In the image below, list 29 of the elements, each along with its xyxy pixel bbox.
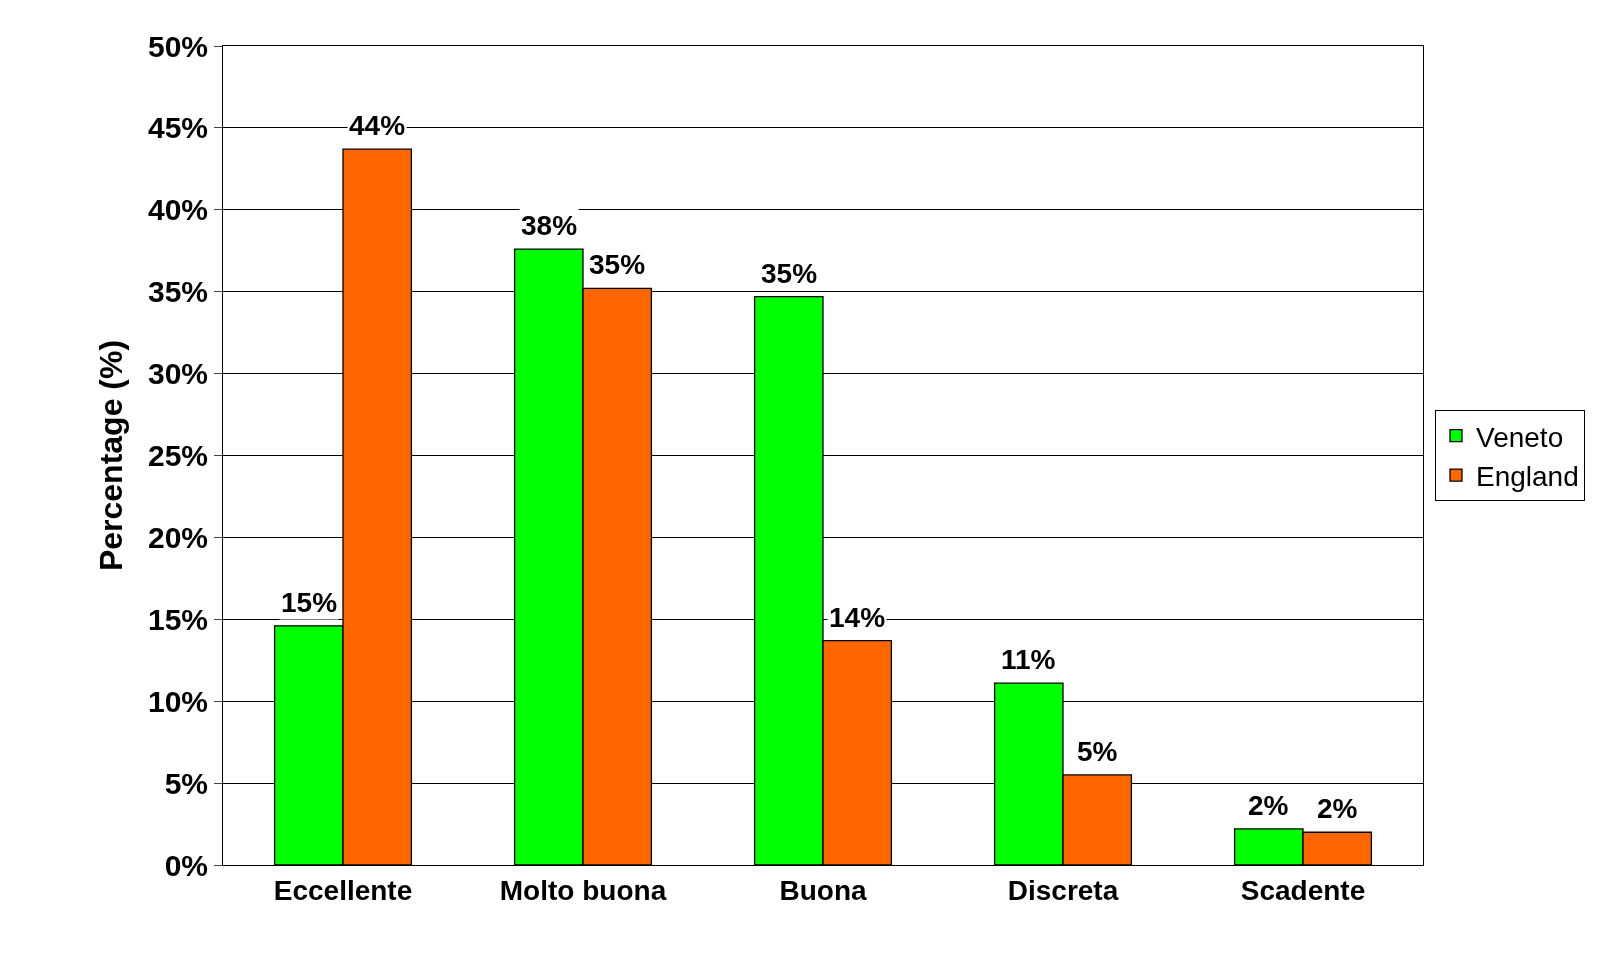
x-tick-label: Discreta — [1007, 874, 1119, 906]
y-tick-label: 5% — [164, 766, 208, 800]
data-label: 35% — [589, 249, 646, 280]
y-axis-title: Percentage (%) — [93, 339, 130, 572]
data-label: 2% — [1248, 790, 1289, 821]
data-label: 38% — [521, 210, 578, 241]
y-tick-label: 10% — [147, 684, 208, 718]
legend-label: Veneto — [1476, 421, 1564, 453]
y-tick-label: 30% — [147, 357, 208, 391]
data-label: 2% — [1317, 793, 1358, 824]
data-label: 5% — [1077, 736, 1118, 767]
data-label: 35% — [761, 258, 818, 289]
x-tick-label: Eccellente — [273, 874, 413, 906]
y-tick-label: 0% — [164, 848, 208, 882]
data-label: 11% — [1001, 644, 1056, 675]
data-label: 14% — [829, 602, 886, 633]
y-tick-label: 40% — [147, 193, 208, 227]
x-tick-label: Molto buona — [499, 874, 667, 906]
y-tick-label: 20% — [147, 520, 208, 554]
data-label: 44% — [349, 110, 406, 141]
x-tick-label: Buona — [779, 874, 867, 906]
y-tick-label: 35% — [147, 275, 208, 309]
y-tick-label: 50% — [147, 29, 208, 63]
y-tick-label: 45% — [147, 111, 208, 145]
y-tick-label: 15% — [147, 602, 208, 636]
x-tick-label: Scadente — [1240, 874, 1366, 906]
data-label: 15% — [281, 587, 338, 618]
y-tick-label: 25% — [147, 439, 208, 472]
legend-label: England — [1476, 461, 1579, 493]
